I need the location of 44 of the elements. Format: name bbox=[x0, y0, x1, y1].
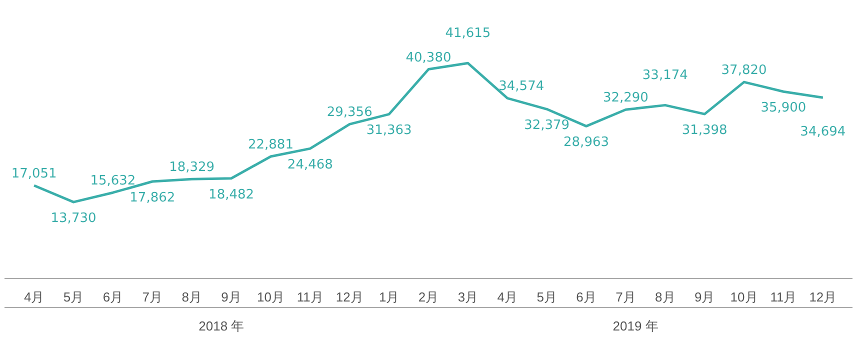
x-tick-label: 8月 bbox=[655, 290, 676, 304]
x-tick-label: 7月 bbox=[142, 290, 163, 304]
data-label: 31,363 bbox=[366, 123, 412, 138]
data-label: 28,963 bbox=[564, 135, 610, 150]
data-label: 17,862 bbox=[130, 190, 176, 206]
x-tick-label: 1月 bbox=[378, 290, 400, 304]
data-label: 31,398 bbox=[682, 123, 728, 138]
data-label: 34,574 bbox=[498, 79, 544, 94]
data-label: 18,482 bbox=[208, 187, 254, 202]
data-label: 32,379 bbox=[524, 118, 570, 134]
data-label: 35,900 bbox=[760, 100, 806, 116]
data-label: 22,881 bbox=[248, 137, 294, 152]
x-tick-label: 3月 bbox=[458, 290, 478, 304]
data-label: 41,615 bbox=[445, 26, 491, 42]
x-tick-label: 12月 bbox=[809, 290, 837, 304]
data-label: 29,356 bbox=[326, 105, 372, 120]
data-label: 32,290 bbox=[602, 90, 648, 106]
x-tick-label: 4月 bbox=[497, 290, 518, 304]
data-label: 15,632 bbox=[90, 174, 136, 189]
x-tick-label: 9月 bbox=[694, 290, 715, 304]
data-label: 40,380 bbox=[406, 50, 452, 66]
data-label: 17,051 bbox=[11, 166, 57, 182]
data-label: 13,730 bbox=[50, 211, 96, 226]
data-label: 33,174 bbox=[642, 68, 688, 84]
text: 2018 年 bbox=[198, 318, 244, 334]
x-tick-label: 12月 bbox=[336, 290, 364, 304]
x-tick-label: 10月 bbox=[257, 290, 284, 304]
x-tick-label: 11月 bbox=[770, 290, 797, 304]
x-tick-label: 5月 bbox=[63, 290, 84, 304]
data-label: 24,468 bbox=[287, 158, 333, 173]
x-tick-label: 6月 bbox=[102, 290, 124, 304]
text: 2019 年 bbox=[612, 318, 658, 334]
x-tick-label: 7月 bbox=[616, 290, 636, 304]
x-tick-label: 5月 bbox=[536, 290, 557, 304]
data-label: 34,694 bbox=[800, 124, 846, 140]
data-label: 37,820 bbox=[721, 63, 767, 78]
x-tick-label: 6月 bbox=[576, 290, 596, 304]
x-tick-label: 9月 bbox=[221, 290, 242, 304]
x-tick-label: 11月 bbox=[296, 290, 324, 304]
x-tick-label: 8月 bbox=[182, 290, 202, 304]
x-tick-label: 2月 bbox=[418, 290, 439, 304]
x-tick-label: 4月 bbox=[24, 290, 44, 304]
x-tick-label: 10月 bbox=[730, 290, 758, 304]
data-label: 18,329 bbox=[169, 160, 215, 176]
